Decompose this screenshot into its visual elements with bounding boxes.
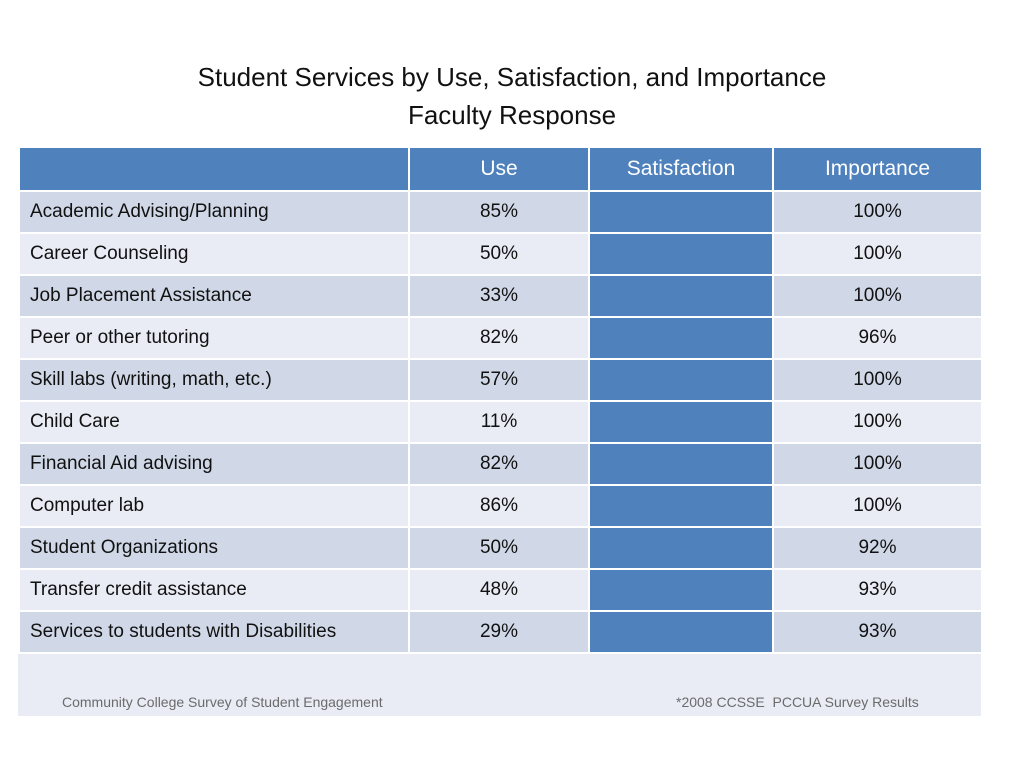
service-name: Financial Aid advising	[18, 442, 410, 486]
satisfaction-value	[588, 442, 774, 486]
table-row: Job Placement Assistance 33% 100%	[18, 274, 983, 318]
satisfaction-value	[588, 610, 774, 654]
satisfaction-value	[588, 568, 774, 612]
importance-value: 100%	[772, 358, 983, 402]
importance-value: 96%	[772, 316, 983, 360]
service-name: Job Placement Assistance	[18, 274, 410, 318]
service-name: Transfer credit assistance	[18, 568, 410, 612]
importance-value: 93%	[772, 610, 983, 654]
service-name: Computer lab	[18, 484, 410, 528]
services-table: Use Satisfaction Importance Academic Adv…	[18, 146, 983, 654]
table-row: Transfer credit assistance 48% 93%	[18, 568, 983, 612]
service-name: Peer or other tutoring	[18, 316, 410, 360]
table-row: Child Care 11% 100%	[18, 400, 983, 444]
use-value: 82%	[408, 442, 590, 486]
satisfaction-value	[588, 190, 774, 234]
use-value: 48%	[408, 568, 590, 612]
header-service	[18, 146, 410, 192]
source-note: Community College Survey of Student Enga…	[62, 694, 383, 710]
importance-value: 100%	[772, 442, 983, 486]
importance-value: 100%	[772, 400, 983, 444]
service-name: Skill labs (writing, math, etc.)	[18, 358, 410, 402]
survey-note: *2008 CCSSE PCCUA Survey Results	[676, 694, 919, 710]
table-row: Skill labs (writing, math, etc.) 57% 100…	[18, 358, 983, 402]
satisfaction-value	[588, 274, 774, 318]
slide-title: Student Services by Use, Satisfaction, a…	[0, 58, 1024, 134]
importance-value: 92%	[772, 526, 983, 570]
title-line-2: Faculty Response	[407, 100, 617, 130]
importance-value: 100%	[772, 484, 983, 528]
use-value: 50%	[408, 232, 590, 276]
table-footer-row: Community College Survey of Student Enga…	[18, 654, 981, 716]
table-row: Computer lab 86% 100%	[18, 484, 983, 528]
use-value: 82%	[408, 316, 590, 360]
satisfaction-value	[588, 484, 774, 528]
table-header-row: Use Satisfaction Importance	[18, 146, 983, 192]
title-line-1: Student Services by Use, Satisfaction, a…	[197, 62, 827, 92]
table-row: Career Counseling 50% 100%	[18, 232, 983, 276]
use-value: 57%	[408, 358, 590, 402]
table-container: Use Satisfaction Importance Academic Adv…	[18, 146, 983, 716]
service-name: Student Organizations	[18, 526, 410, 570]
table-row: Academic Advising/Planning 85% 100%	[18, 190, 983, 234]
table-row: Student Organizations 50% 92%	[18, 526, 983, 570]
satisfaction-value	[588, 316, 774, 360]
use-value: 50%	[408, 526, 590, 570]
satisfaction-value	[588, 526, 774, 570]
importance-value: 93%	[772, 568, 983, 612]
importance-value: 100%	[772, 274, 983, 318]
use-value: 86%	[408, 484, 590, 528]
header-use: Use	[408, 146, 590, 192]
satisfaction-value	[588, 358, 774, 402]
use-value: 29%	[408, 610, 590, 654]
service-name: Academic Advising/Planning	[18, 190, 410, 234]
satisfaction-value	[588, 232, 774, 276]
table-row: Financial Aid advising 82% 100%	[18, 442, 983, 486]
importance-value: 100%	[772, 232, 983, 276]
importance-value: 100%	[772, 190, 983, 234]
header-satisfaction: Satisfaction	[588, 146, 774, 192]
table-row: Peer or other tutoring 82% 96%	[18, 316, 983, 360]
service-name: Services to students with Disabilities	[18, 610, 410, 654]
use-value: 33%	[408, 274, 590, 318]
header-importance: Importance	[772, 146, 983, 192]
satisfaction-value	[588, 400, 774, 444]
table-row: Services to students with Disabilities 2…	[18, 610, 983, 654]
service-name: Child Care	[18, 400, 410, 444]
use-value: 85%	[408, 190, 590, 234]
use-value: 11%	[408, 400, 590, 444]
service-name: Career Counseling	[18, 232, 410, 276]
